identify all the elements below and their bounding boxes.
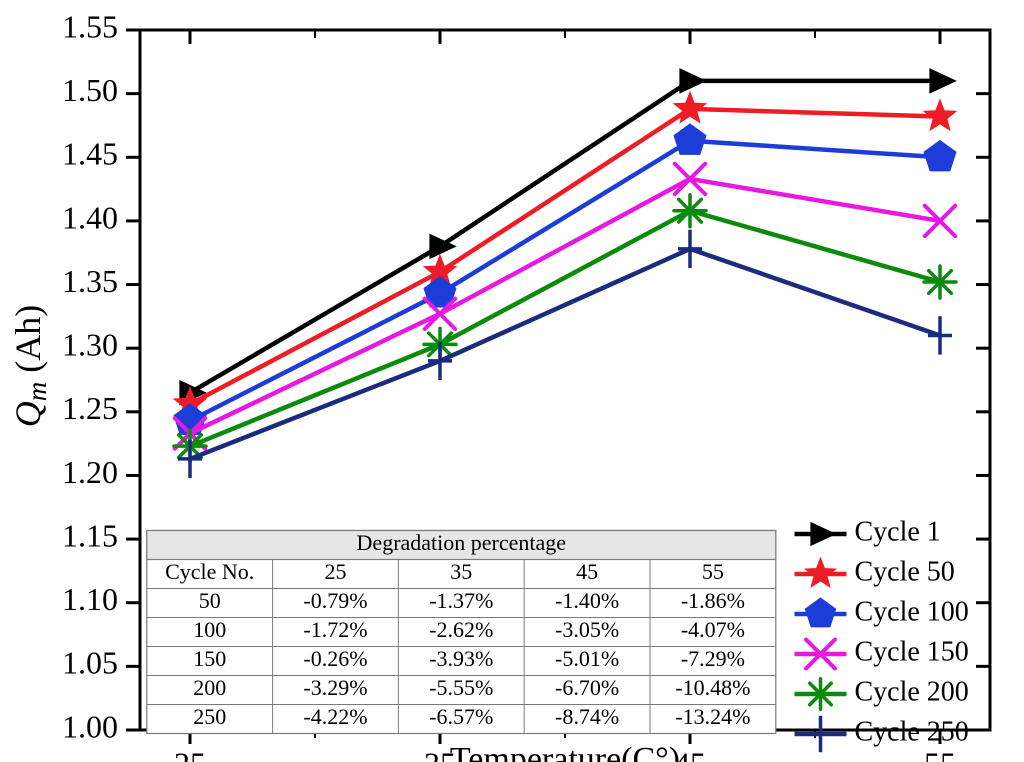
table-cell: -0.79%	[303, 588, 367, 613]
table-cell: -5.55%	[429, 675, 493, 700]
y-tick-label: 1.30	[62, 327, 118, 363]
table-cell: 150	[193, 646, 226, 671]
table-header-cell: 45	[576, 559, 598, 584]
y-tick-label: 1.35	[62, 263, 118, 299]
y-tick-label: 1.20	[62, 454, 118, 490]
table-header-cell: Cycle No.	[165, 559, 254, 584]
legend-label: Cycle 100	[855, 596, 969, 627]
table-header-cell: 35	[450, 559, 472, 584]
table-cell: 100	[193, 617, 226, 642]
table-cell: -10.48%	[675, 675, 750, 700]
table-cell: -0.26%	[303, 646, 367, 671]
y-tick-label: 1.25	[62, 390, 118, 426]
y-tick-label: 1.45	[62, 136, 118, 172]
table-cell: 250	[193, 704, 226, 729]
table-cell: -1.37%	[429, 588, 493, 613]
capacity-vs-temperature-chart: 1.00 1.05 1.10 1.15 1.20 1.25 1.30 1.35 1.40 1.45…	[0, 0, 1024, 762]
y-tick-label: 1.50	[62, 72, 118, 108]
table-cell: 50	[199, 588, 221, 613]
y-tick-label: 1.55	[62, 8, 118, 44]
y-tick-label: 1.10	[62, 581, 118, 617]
table-cell: -4.22%	[303, 704, 367, 729]
table-cell: -6.70%	[555, 675, 619, 700]
table-cell: -7.29%	[681, 646, 745, 671]
table-title: Degradation percentage	[357, 530, 567, 555]
x-tick-label: 55	[924, 745, 956, 762]
table-cell: -2.62%	[429, 617, 493, 642]
y-tick-label: 1.05	[62, 645, 118, 681]
y-axis-label: Qm (Ah)	[8, 305, 52, 427]
legend-label: Cycle 200	[855, 676, 969, 707]
table-cell: -5.01%	[555, 646, 619, 671]
table-cell: -8.74%	[555, 704, 619, 729]
table-cell: 200	[193, 675, 226, 700]
table-header-cell: 55	[702, 559, 724, 584]
legend-label: Cycle 50	[855, 556, 955, 587]
chart-container: 1.00 1.05 1.10 1.15 1.20 1.25 1.30 1.35 1.40 1.45…	[0, 0, 1024, 762]
table-cell: -1.40%	[555, 588, 619, 613]
table-cell: -1.86%	[681, 588, 745, 613]
table-header-cell: 25	[325, 559, 347, 584]
table-cell: -3.93%	[429, 646, 493, 671]
table-cell: -6.57%	[429, 704, 493, 729]
table-cell: -13.24%	[675, 704, 750, 729]
legend-label: Cycle 1	[855, 516, 941, 547]
table-cell: -1.72%	[303, 617, 367, 642]
table-cell: -3.05%	[555, 617, 619, 642]
x-axis-label: Temperature(C°)	[450, 741, 680, 762]
x-tick-label: 25	[174, 745, 206, 762]
y-tick-label: 1.00	[62, 708, 118, 744]
y-tick-label: 1.15	[62, 517, 118, 553]
y-tick-label: 1.40	[62, 199, 118, 235]
legend-label: Cycle 150	[855, 636, 969, 667]
degradation-table: Degradation percentage Cycle No. 25 35 45 55 5…	[147, 530, 776, 733]
table-cell: -4.07%	[681, 617, 745, 642]
table-cell: -3.29%	[303, 675, 367, 700]
legend-label: Cycle 250	[855, 716, 969, 747]
